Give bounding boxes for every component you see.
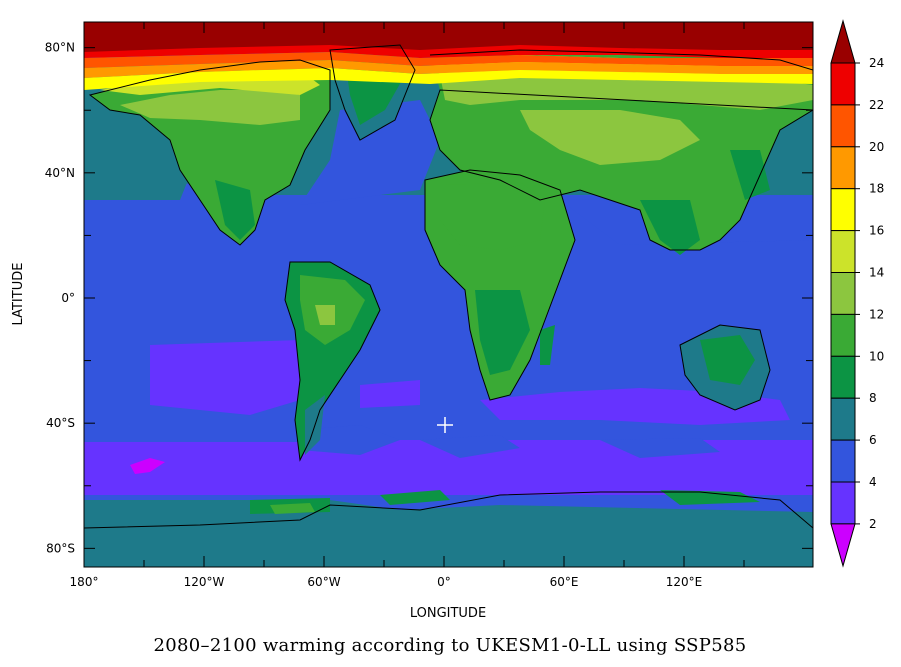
figure-caption: 2080–2100 warming according to UKESM1-0-… [154,635,747,656]
colorbar-segment [830,439,856,483]
x-tick-label: 60°E [550,575,579,589]
colorbar-extend-max [830,19,856,64]
coastlines [84,44,813,529]
colorbar-label: 14 [869,266,884,280]
y-tick-label: 0° [61,291,75,305]
colorbar-segment [830,272,856,315]
colorbar-label: 18 [869,182,884,196]
colorbar-label: 20 [869,140,884,154]
y-tick-labels: 80°N 40°N 0° 40°S 80°S [45,41,75,556]
colorbar: 24 22 20 18 16 14 12 10 8 6 4 2 [830,19,884,568]
x-axis-title: LONGITUDE [410,606,486,621]
colorbar-segment [830,481,856,525]
colorbar-label: 10 [869,349,884,363]
colorbar-label: 2 [869,517,877,531]
colorbar-label: 24 [869,56,884,70]
colorbar-segment [830,355,856,399]
colorbar-label: 22 [869,98,884,112]
axis-ticks [83,22,813,567]
x-tick-labels: 180° 120°W 60°W 0° 60°E 120°E [70,575,703,589]
colorbar-label: 12 [869,307,884,321]
y-axis-title: LATITUDE [11,263,26,326]
y-tick-label: 80°N [45,41,75,55]
map-frame [83,21,814,568]
crosshair-marker [437,417,453,433]
x-tick-label: 60°W [307,575,340,589]
x-tick-label: 0° [437,575,451,589]
warming-field [84,22,813,567]
colorbar-segment [830,104,856,148]
colorbar-segment [830,230,856,274]
colorbar-segment [830,313,856,357]
colorbar-segment [830,62,856,106]
y-tick-label: 40°S [46,416,75,430]
colorbar-label: 6 [869,433,877,447]
colorbar-segment [830,188,856,232]
colorbar-segment [830,146,856,190]
x-tick-label: 120°W [184,575,225,589]
y-tick-label: 80°S [46,541,75,555]
colorbar-segment [830,397,856,441]
y-tick-label: 40°N [45,166,75,180]
colorbar-extend-min [830,523,856,568]
x-tick-label: 120°E [666,575,703,589]
colorbar-label: 8 [869,391,877,405]
colorbar-label: 16 [869,224,884,238]
colorbar-label: 4 [869,475,877,489]
x-tick-label: 180° [70,575,99,589]
